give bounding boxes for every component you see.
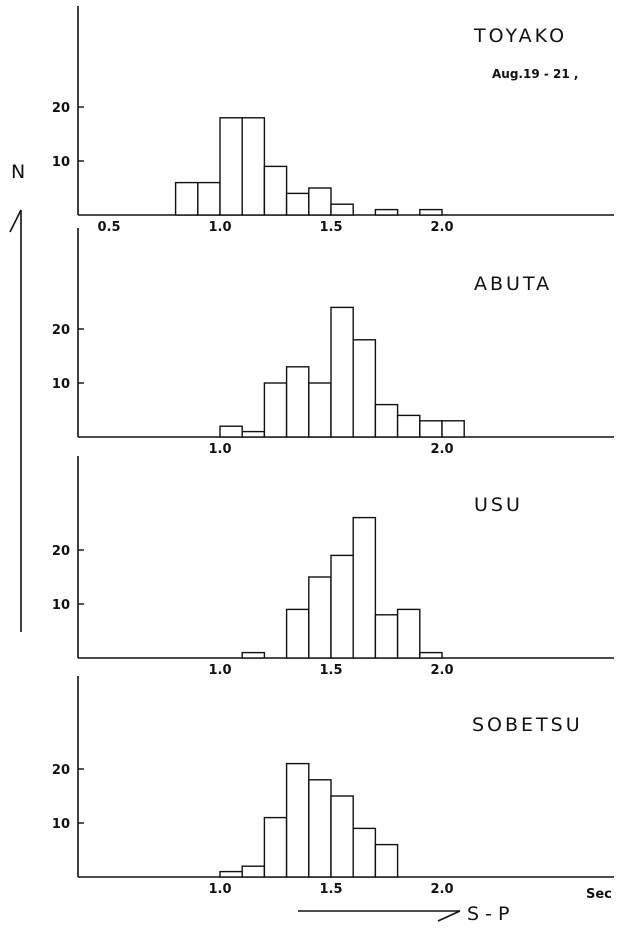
histogram-panel-usu: 10 20 1.0 1.5 2.0 USU [52, 456, 614, 678]
histogram-bar [419, 208, 443, 216]
x-tick-label: 1.5 [319, 663, 342, 678]
histogram-bar [441, 420, 465, 438]
histogram-bar [419, 420, 443, 438]
histogram-bar [241, 651, 266, 659]
histogram-bar [285, 762, 310, 878]
station-title: TOYAKO [473, 25, 567, 47]
histogram-panel-sobetsu: 10 20 1.0 1.5 2.0 SOBETSU [52, 676, 614, 897]
histogram-bar [241, 117, 266, 216]
histogram-bar [174, 181, 199, 216]
histogram-bar [219, 870, 243, 878]
histogram-bar [352, 516, 377, 659]
x-axis-unit: Sec [586, 887, 612, 902]
histogram-bar [374, 843, 399, 878]
date-range-label: Aug.19 - 21 , [492, 67, 578, 81]
x-tick-label: 2.0 [430, 220, 453, 235]
histogram-panel-toyako: 10 20 0.5 1.0 1.5 2.0 TOYAKO Aug.19 - 21 , [52, 6, 614, 235]
histogram-bar [419, 651, 443, 659]
x-tick-label: 2.0 [430, 663, 453, 678]
y-axis-label: N [11, 161, 25, 183]
histogram-bar [263, 165, 288, 216]
histogram-bar [308, 187, 332, 216]
y-tick-label: 10 [52, 377, 70, 392]
x-axis-arrow-head [437, 910, 461, 922]
histogram-bar [352, 827, 377, 878]
histogram-bar [396, 608, 421, 659]
histogram-bar [263, 382, 288, 438]
y-tick-label: 20 [52, 323, 70, 338]
histogram-bar [219, 117, 243, 216]
x-tick-label: 1.0 [208, 882, 231, 897]
y-tick-label: 20 [52, 544, 70, 559]
histogram-bar [285, 192, 310, 216]
x-tick-label: 1.0 [208, 220, 231, 235]
x-tick-label: 1.5 [319, 220, 342, 235]
y-tick-label: 20 [52, 763, 70, 778]
histogram-panel-abuta: 10 20 1.0 2.0 ABUTA [52, 228, 614, 457]
x-tick-label: 1.5 [319, 882, 342, 897]
y-tick-label: 10 [52, 155, 70, 170]
x-tick-label: 0.5 [97, 220, 120, 235]
histogram-bar [308, 779, 332, 878]
station-title: USU [474, 494, 523, 516]
histogram-bar [285, 608, 310, 659]
histogram-bar [330, 203, 354, 216]
histogram-bar [352, 339, 377, 438]
y-tick-label: 10 [52, 817, 70, 832]
histogram-bar [308, 576, 332, 659]
y-tick-label: 10 [52, 598, 70, 613]
histogram-bar [285, 366, 310, 438]
histogram-bar [330, 306, 354, 438]
histogram-bar [374, 403, 399, 438]
histogram-bar [396, 414, 421, 438]
x-tick-label: 2.0 [430, 442, 453, 457]
histogram-bar [263, 816, 288, 878]
histogram-bar [241, 865, 266, 878]
histogram-bar [308, 382, 332, 438]
x-axis-label: S - P [467, 903, 509, 925]
histogram-bar [374, 614, 399, 659]
histogram-bar [197, 181, 221, 216]
histogram-bar [374, 208, 399, 216]
histogram-bar [241, 430, 266, 438]
histogram-bar [330, 795, 354, 878]
station-title: ABUTA [474, 273, 552, 295]
y-tick-label: 20 [52, 101, 70, 116]
x-tick-label: 1.0 [208, 442, 231, 457]
station-title: SOBETSU [472, 714, 583, 736]
x-tick-label: 1.0 [208, 663, 231, 678]
y-axis-arrow-head [9, 209, 22, 233]
histogram-bar [219, 425, 243, 438]
x-tick-label: 2.0 [430, 882, 453, 897]
histogram-bar [330, 554, 354, 659]
